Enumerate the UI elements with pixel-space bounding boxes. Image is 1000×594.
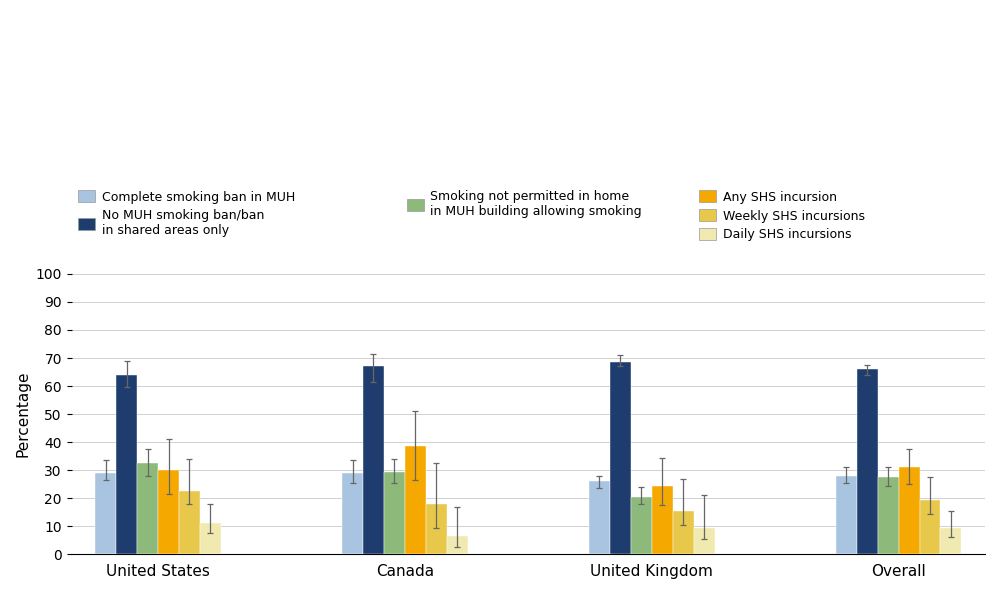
Bar xyxy=(694,527,715,554)
Bar xyxy=(652,485,673,554)
Bar xyxy=(836,476,857,554)
Bar xyxy=(405,446,426,554)
Legend: Any SHS incursion, Weekly SHS incursions, Daily SHS incursions: Any SHS incursion, Weekly SHS incursions… xyxy=(699,191,865,241)
Bar xyxy=(589,481,610,554)
Bar xyxy=(878,477,899,554)
Bar xyxy=(631,497,652,554)
Bar xyxy=(342,473,363,554)
Bar xyxy=(179,491,200,554)
Bar xyxy=(447,536,468,554)
Y-axis label: Percentage: Percentage xyxy=(15,371,30,457)
Bar xyxy=(200,523,221,554)
Bar xyxy=(384,472,405,554)
Bar xyxy=(137,463,158,554)
Bar xyxy=(673,511,694,554)
Bar xyxy=(610,362,631,554)
Bar xyxy=(857,369,878,554)
Bar xyxy=(95,473,116,554)
Bar xyxy=(426,504,447,554)
Bar xyxy=(116,375,137,554)
Bar xyxy=(920,500,940,554)
Bar xyxy=(158,470,179,554)
Bar xyxy=(940,527,961,554)
Bar xyxy=(363,366,384,554)
Bar xyxy=(899,467,920,554)
